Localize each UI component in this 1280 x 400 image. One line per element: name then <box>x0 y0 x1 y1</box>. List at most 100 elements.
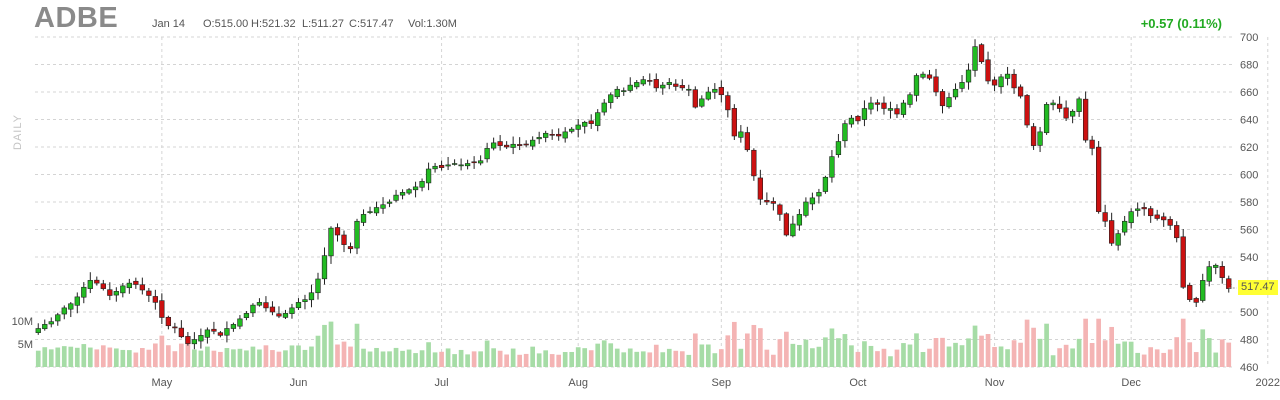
candle-body <box>718 87 724 96</box>
volume-bar <box>1011 340 1017 367</box>
volume-bar <box>1187 342 1193 367</box>
volume-bar <box>510 348 516 367</box>
volume-bar <box>497 350 503 367</box>
volume-bar <box>692 333 698 367</box>
volume-bar <box>790 343 796 367</box>
volume-bar <box>309 346 314 367</box>
volume-bar <box>1128 341 1134 367</box>
candle-body <box>985 59 991 82</box>
candle-body <box>243 313 250 318</box>
candle-body <box>699 98 705 107</box>
volume-bar <box>1154 349 1160 367</box>
volume-bar <box>588 350 594 367</box>
candle-body <box>926 74 933 79</box>
volume-bar <box>400 350 405 367</box>
candle-body <box>367 211 373 213</box>
volume-bar <box>666 348 672 367</box>
volume-bar <box>192 349 197 367</box>
volume-bar <box>699 344 705 367</box>
candle-body <box>770 201 777 204</box>
volume-bar <box>328 321 334 367</box>
candle-body <box>855 115 861 122</box>
candle-body <box>360 214 367 223</box>
candle-body <box>653 79 659 89</box>
volume-bar <box>1180 318 1186 367</box>
candle-body <box>263 302 269 309</box>
volume-bar <box>862 341 867 367</box>
candle-body <box>738 131 744 138</box>
volume-bar <box>244 350 249 367</box>
volume-bar <box>380 351 386 367</box>
candle-body <box>562 131 568 139</box>
candle-body <box>874 102 881 105</box>
volume-bar <box>439 351 444 367</box>
volume-bar <box>465 354 470 367</box>
candle-body <box>1043 104 1050 134</box>
candle-body <box>341 234 347 245</box>
candle-body <box>1193 298 1199 303</box>
volume-bar <box>55 347 61 367</box>
volume-bar <box>1115 343 1121 367</box>
candle-body <box>451 163 458 165</box>
volume-bar <box>953 342 958 367</box>
candle-body <box>172 326 178 329</box>
volume-bar <box>335 344 340 367</box>
candle-body <box>412 186 419 191</box>
volume-bar <box>784 331 789 367</box>
candle-body <box>295 302 302 309</box>
candle-body <box>484 148 490 160</box>
candle-body <box>608 94 614 103</box>
volume-bar <box>627 348 633 367</box>
volume-bar <box>74 347 80 367</box>
candle-body <box>569 128 575 132</box>
candle-body <box>133 280 139 285</box>
candle-body <box>61 307 67 315</box>
volume-bar <box>640 351 646 367</box>
volume-bar <box>972 325 978 367</box>
candle-body <box>1017 86 1024 97</box>
candle-body <box>68 303 74 310</box>
volume-bar <box>302 349 308 367</box>
candle-body <box>1089 139 1095 149</box>
candle-body <box>276 313 282 317</box>
candle-body <box>1200 280 1206 301</box>
candle-body <box>347 246 354 250</box>
price-tick-label: 620 <box>1240 142 1258 154</box>
volume-bar <box>803 339 809 367</box>
last-price-tag: 517.47 <box>1238 280 1278 296</box>
volume-bar <box>1037 338 1043 367</box>
volume-value: Vol:1.30M <box>408 18 457 30</box>
volume-bar <box>283 350 288 367</box>
volume-bar <box>881 348 887 367</box>
candle-body <box>100 283 106 289</box>
candle-body <box>139 284 145 291</box>
volume-bar <box>517 354 522 367</box>
volume-bar <box>322 324 327 367</box>
volume-bar <box>1057 348 1062 367</box>
candle-body <box>588 120 594 124</box>
month-tick-label: May <box>151 377 172 389</box>
candle-body <box>1174 225 1180 239</box>
volume-bar <box>413 353 418 367</box>
volume-bar <box>250 346 256 367</box>
volume-bar <box>731 321 737 367</box>
volume-bar <box>478 351 483 367</box>
volume-bar <box>48 349 54 367</box>
candle-body <box>458 164 464 167</box>
price-tick-label: 680 <box>1240 60 1258 72</box>
volume-bar <box>1076 338 1082 367</box>
candle-body <box>640 79 646 85</box>
candle-body <box>673 83 679 87</box>
candle-body <box>881 102 887 109</box>
volume-bar <box>608 343 614 367</box>
quote-date: Jan 14 <box>152 18 186 30</box>
candle-body <box>289 307 295 314</box>
candle-body <box>692 89 698 108</box>
candle-body <box>686 88 692 91</box>
price-tick-label: 580 <box>1240 197 1258 209</box>
volume-bar <box>601 340 607 367</box>
volume-bar <box>797 344 802 367</box>
volume-bar <box>426 342 431 367</box>
volume-bar <box>296 345 301 367</box>
price-tick-label: 700 <box>1240 32 1258 44</box>
